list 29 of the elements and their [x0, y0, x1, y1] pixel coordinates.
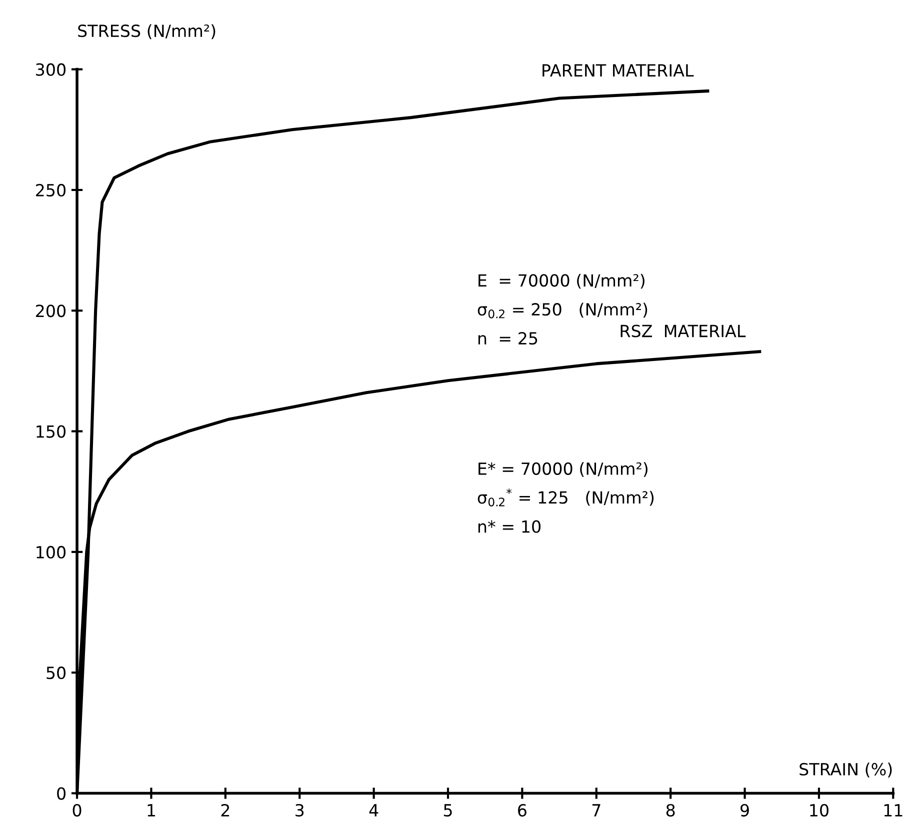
x-tick-label: 1 [148, 804, 155, 816]
y-tick-label: 300 [36, 63, 66, 76]
x-tick-label: 6 [518, 804, 526, 817]
x-axis-title: STRAIN (%) [800, 762, 892, 778]
annotation: E = 70000 (N/mm²) [478, 274, 644, 289]
annotation: n* = 10 [478, 520, 540, 533]
annotation: σ$_{0.2}$ = 250 (N/mm²) [478, 302, 648, 318]
annotation: E* = 70000 (N/mm²) [478, 462, 648, 477]
annotation: σ$_{0.2}$$^{*}$ = 125 (N/mm²) [478, 488, 654, 506]
y-tick-label: 200 [36, 304, 66, 318]
y-tick-label: 250 [36, 184, 66, 197]
x-tick-label: 8 [666, 804, 675, 817]
x-tick-label: 10 [810, 804, 828, 817]
y-tick-label: 0 [57, 787, 66, 800]
series-label: RSZ MATERIAL [620, 324, 746, 338]
x-tick-label: 9 [740, 804, 749, 817]
y-tick-label: 150 [36, 425, 66, 438]
y-tick-label: 100 [36, 546, 66, 559]
y-axis-title: STRESS (N/mm²) [78, 24, 216, 40]
y-tick-label: 50 [46, 666, 66, 680]
x-tick-label: 0 [72, 804, 82, 817]
x-tick-label: 11 [884, 804, 902, 816]
series-label: PARENT MATERIAL [542, 64, 694, 76]
x-tick-label: 7 [592, 804, 600, 816]
annotation: n = 25 [478, 332, 538, 345]
x-tick-label: 5 [444, 804, 452, 817]
x-tick-label: 2 [221, 804, 230, 816]
x-tick-label: 4 [369, 804, 378, 816]
x-tick-label: 3 [296, 804, 304, 817]
